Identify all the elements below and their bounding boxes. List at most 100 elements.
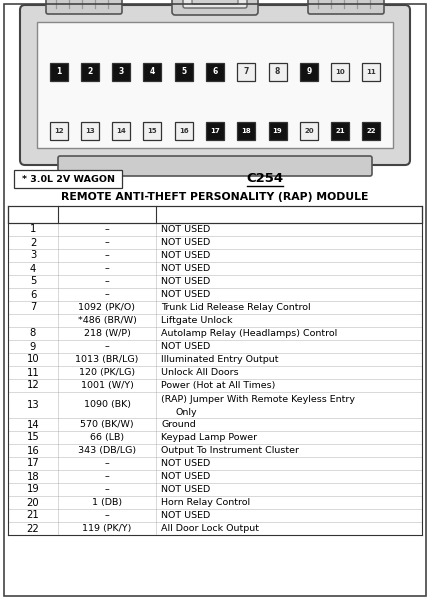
Text: NOT USED: NOT USED — [161, 238, 210, 247]
Bar — [300, 63, 318, 81]
Text: 10: 10 — [27, 355, 39, 364]
Bar — [237, 122, 255, 140]
Text: 17: 17 — [27, 458, 40, 469]
Bar — [144, 63, 161, 81]
Text: 4: 4 — [150, 67, 155, 76]
Text: 9: 9 — [30, 341, 36, 352]
Text: 11: 11 — [366, 69, 376, 75]
Text: 2: 2 — [30, 238, 36, 247]
Text: Horn Relay Control: Horn Relay Control — [161, 498, 250, 507]
Text: 120 (PK/LG): 120 (PK/LG) — [79, 368, 135, 377]
Text: 8: 8 — [275, 67, 280, 76]
Text: –: – — [104, 485, 109, 494]
Text: 7: 7 — [243, 67, 249, 76]
Bar — [37, 22, 393, 148]
Text: 21: 21 — [27, 511, 40, 520]
Bar — [112, 63, 130, 81]
Text: 1: 1 — [30, 224, 36, 235]
Text: 12: 12 — [54, 128, 64, 134]
Text: –: – — [104, 225, 109, 234]
Text: REMOTE ANTI-THEFT PERSONALITY (RAP) MODULE: REMOTE ANTI-THEFT PERSONALITY (RAP) MODU… — [61, 192, 369, 202]
Text: 1013 (BR/LG): 1013 (BR/LG) — [75, 355, 139, 364]
Text: Output To Instrument Cluster: Output To Instrument Cluster — [161, 446, 299, 455]
Text: 15: 15 — [27, 433, 40, 443]
Text: NOT USED: NOT USED — [161, 511, 210, 520]
Text: All Door Lock Output: All Door Lock Output — [161, 524, 259, 533]
Bar — [300, 122, 318, 140]
Text: NOT USED: NOT USED — [161, 264, 210, 273]
Text: (RAP) Jumper With Remote Keyless Entry: (RAP) Jumper With Remote Keyless Entry — [161, 395, 355, 404]
Text: 20: 20 — [27, 497, 39, 508]
Bar — [49, 63, 68, 81]
Text: NOT USED: NOT USED — [161, 225, 210, 234]
Text: 13: 13 — [27, 400, 39, 410]
Text: 21: 21 — [335, 128, 345, 134]
Text: NOT USED: NOT USED — [161, 290, 210, 299]
Bar — [206, 63, 224, 81]
Text: 12: 12 — [27, 380, 40, 391]
Text: CIRCUIT FUNCTION: CIRCUIT FUNCTION — [233, 209, 344, 220]
Text: 6: 6 — [30, 289, 36, 299]
Text: 2: 2 — [87, 67, 92, 76]
Text: 8: 8 — [30, 329, 36, 338]
Text: 15: 15 — [147, 128, 157, 134]
Bar — [206, 122, 224, 140]
Text: 343 (DB/LG): 343 (DB/LG) — [78, 446, 136, 455]
Bar — [331, 122, 349, 140]
FancyBboxPatch shape — [192, 0, 238, 4]
Bar — [331, 63, 349, 81]
Text: 18: 18 — [241, 128, 251, 134]
Text: * 3.0L 2V WAGON: * 3.0L 2V WAGON — [22, 175, 114, 184]
Bar — [362, 63, 381, 81]
Text: NOT USED: NOT USED — [161, 251, 210, 260]
FancyBboxPatch shape — [183, 0, 247, 8]
Text: –: – — [104, 511, 109, 520]
Text: 16: 16 — [179, 128, 188, 134]
Bar — [81, 122, 99, 140]
Text: *486 (BR/W): *486 (BR/W) — [77, 316, 136, 325]
Text: 22: 22 — [27, 523, 40, 533]
Text: C254: C254 — [246, 173, 283, 185]
Bar — [112, 122, 130, 140]
Text: 13: 13 — [85, 128, 95, 134]
Bar — [14, 170, 122, 188]
Text: –: – — [104, 472, 109, 481]
Text: PIN: PIN — [23, 209, 43, 220]
Bar — [49, 122, 68, 140]
Text: 5: 5 — [30, 277, 36, 286]
Text: NOT USED: NOT USED — [161, 472, 210, 481]
Text: –: – — [104, 342, 109, 351]
Text: 6: 6 — [212, 67, 218, 76]
Text: –: – — [104, 251, 109, 260]
Text: 20: 20 — [304, 128, 313, 134]
Text: 18: 18 — [27, 472, 39, 481]
Text: 7: 7 — [30, 302, 36, 313]
Bar — [175, 63, 193, 81]
Text: NOT USED: NOT USED — [161, 277, 210, 286]
Text: 3: 3 — [119, 67, 124, 76]
Text: CIRCUIT: CIRCUIT — [83, 209, 130, 220]
Text: Ground: Ground — [161, 420, 196, 429]
Text: Trunk Lid Release Relay Control: Trunk Lid Release Relay Control — [161, 303, 310, 312]
Text: 66 (LB): 66 (LB) — [90, 433, 124, 442]
Text: 10: 10 — [335, 69, 345, 75]
Text: 19: 19 — [27, 485, 40, 494]
FancyBboxPatch shape — [58, 156, 372, 176]
Text: 218 (W/P): 218 (W/P) — [83, 329, 130, 338]
Text: –: – — [104, 290, 109, 299]
Text: 9: 9 — [306, 67, 311, 76]
Text: 14: 14 — [116, 128, 126, 134]
Text: 3: 3 — [30, 251, 36, 260]
Bar — [269, 63, 286, 81]
Bar — [269, 122, 286, 140]
Text: Unlock All Doors: Unlock All Doors — [161, 368, 239, 377]
Bar — [8, 206, 422, 223]
Text: 119 (PK/Y): 119 (PK/Y) — [82, 524, 132, 533]
Text: 14: 14 — [27, 419, 39, 430]
FancyBboxPatch shape — [46, 0, 122, 14]
Bar — [175, 122, 193, 140]
Text: –: – — [104, 459, 109, 468]
Bar — [362, 122, 381, 140]
Text: 1001 (W/Y): 1001 (W/Y) — [80, 381, 133, 390]
Text: Power (Hot at All Times): Power (Hot at All Times) — [161, 381, 275, 390]
